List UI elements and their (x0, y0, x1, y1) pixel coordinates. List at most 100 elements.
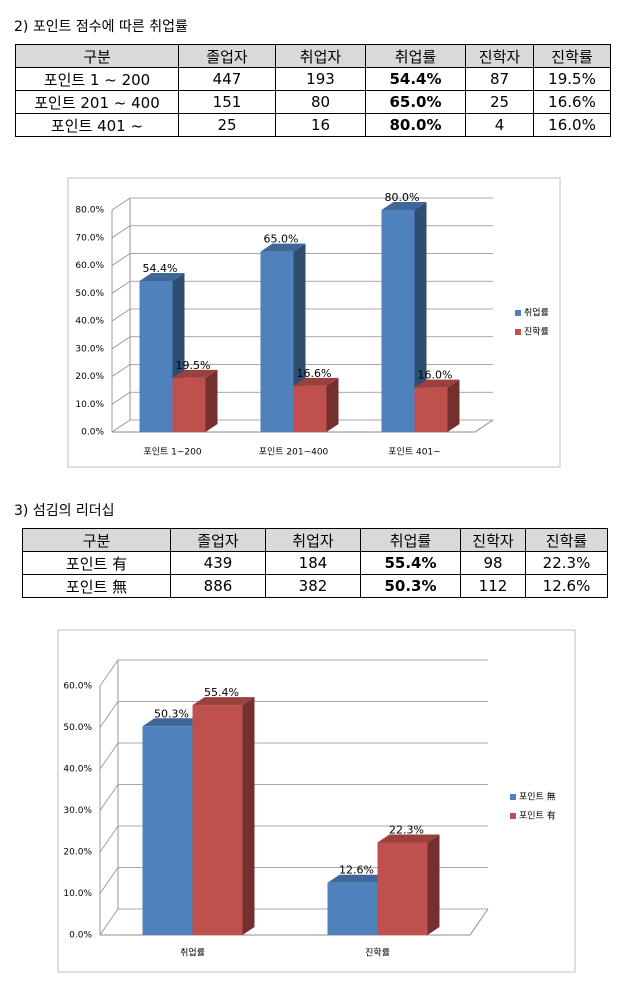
bar-top (377, 834, 440, 843)
table: 구분 졸업자 취업자 취업률 진학자 진학률 포인트 有 439 184 55.4% 98 22.3%… (22, 528, 608, 598)
y-tick-label: 30.0% (63, 806, 92, 816)
bar (414, 387, 448, 432)
bar-side (427, 834, 440, 935)
row: 포인트 1 ~ 200 447 193 54.4% 87 19.5% (15, 67, 611, 91)
cell: 4 (465, 113, 534, 137)
y-tick-label: 10.0% (75, 400, 104, 410)
bar (260, 251, 294, 432)
cell: 87 (465, 67, 534, 91)
y-tick-label: 10.0% (63, 889, 92, 899)
data-label: 55.4% (204, 686, 239, 699)
row: 포인트 有 439 184 55.4% 98 22.3% (22, 551, 608, 575)
x-tick-label: 진학률 (365, 948, 390, 959)
header-cell: 진학률 (525, 528, 608, 552)
data-label: 50.3% (154, 707, 189, 720)
data-label: 12.6% (339, 864, 374, 877)
bar-side (447, 379, 460, 432)
legend-swatch (510, 794, 516, 800)
x-tick-label: 포인트 201~400 (259, 447, 329, 458)
cell: 80.0% (365, 113, 466, 137)
cell: 80 (275, 90, 366, 114)
cell: 54.4% (365, 67, 466, 91)
bar-top (260, 243, 306, 252)
grid-line (111, 391, 493, 405)
bar (139, 281, 173, 432)
bar (192, 705, 243, 935)
legend-swatch (515, 310, 521, 316)
cell: 포인트 無 (22, 574, 171, 598)
bar (142, 726, 193, 935)
bar (377, 842, 428, 935)
cell: 25 (178, 113, 276, 137)
header-cell: 취업률 (360, 528, 461, 552)
data-label: 19.5% (176, 359, 211, 372)
bar-top (172, 369, 218, 378)
y-tick-label: 0.0% (69, 931, 92, 941)
legend-label: 포인트 無 (519, 791, 556, 803)
row: 포인트 201 ~ 400 151 80 65.0% 25 16.6% (15, 90, 611, 114)
legend-label: 진학률 (524, 327, 549, 338)
header-row: 구분 졸업자 취업자 취업률 진학자 진학률 (15, 44, 611, 68)
bar (381, 210, 415, 432)
data-label: 65.0% (264, 233, 299, 246)
cell: 19.5% (533, 67, 611, 91)
bar (327, 882, 378, 935)
y-tick-label: 50.0% (75, 289, 104, 299)
y-tick-label: 70.0% (75, 233, 104, 243)
cell: 16.6% (533, 90, 611, 114)
header-cell: 구분 (22, 528, 171, 552)
data-label: 80.0% (385, 191, 420, 204)
bar-top (327, 874, 390, 883)
y-tick-label: 60.0% (63, 682, 92, 692)
bar-side (242, 697, 255, 935)
cell: 포인트 401 ~ (15, 113, 179, 137)
cell: 193 (275, 67, 366, 91)
row: 포인트 無 886 382 50.3% 112 12.6% (22, 574, 608, 598)
y-tick-label: 80.0% (75, 206, 104, 216)
grid-line (111, 225, 493, 239)
floor-edge (112, 419, 494, 433)
header-cell: 졸업자 (170, 528, 266, 552)
cell: 포인트 201 ~ 400 (15, 90, 179, 114)
bar-top (139, 273, 185, 282)
cell: 16 (275, 113, 366, 137)
cell: 50.3% (360, 574, 461, 598)
y-tick-label: 40.0% (63, 765, 92, 775)
header-cell: 취업자 (265, 528, 361, 552)
grid-line (111, 364, 493, 377)
bar (293, 385, 327, 432)
section-title: 2) 포인트 점수에 따른 취업률 (14, 19, 188, 35)
bar-top (381, 202, 427, 210)
data-label: 16.6% (297, 367, 332, 380)
cell: 184 (265, 551, 361, 575)
header-cell: 진학자 (465, 44, 534, 68)
cell: 16.0% (533, 113, 611, 137)
grid-line (111, 308, 493, 322)
cell: 포인트 有 (22, 551, 171, 575)
y-tick-label: 50.0% (63, 723, 92, 733)
y-tick-label: 20.0% (75, 372, 104, 382)
grid-line (99, 742, 488, 770)
y-tick-label: 30.0% (75, 344, 104, 354)
header-cell: 졸업자 (178, 44, 276, 68)
data-label: 22.3% (389, 823, 424, 836)
grid-line (111, 197, 493, 211)
cell: 65.0% (365, 90, 466, 114)
bar-side (414, 202, 427, 432)
data-label: 16.0% (418, 369, 453, 382)
cell: 112 (460, 574, 526, 598)
grid-line (99, 867, 488, 894)
grid-line (111, 419, 493, 433)
header-cell: 진학자 (460, 528, 526, 552)
grid-line (99, 784, 488, 811)
y-tick-label: 40.0% (75, 317, 104, 327)
grid-line (111, 253, 493, 266)
bar-side (326, 377, 339, 432)
header-cell: 진학률 (533, 44, 611, 68)
cell: 12.6% (525, 574, 608, 598)
y-tick-label: 0.0% (81, 428, 104, 438)
cell: 포인트 1 ~ 200 (15, 67, 179, 91)
bar-top (293, 377, 339, 386)
grid-line (111, 336, 493, 350)
row: 포인트 401 ~25 16 80.0% 4 16.0% (15, 113, 611, 137)
